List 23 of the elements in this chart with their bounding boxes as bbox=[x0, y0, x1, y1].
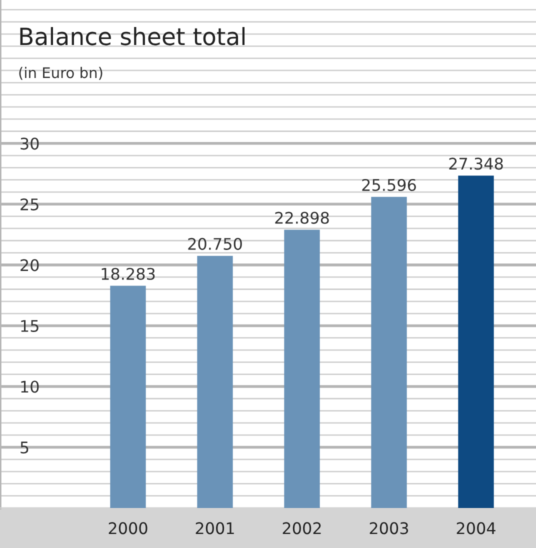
y-tick-label: 5 bbox=[20, 442, 28, 454]
bar bbox=[371, 196, 407, 508]
text: (in Euro bn) bbox=[19, 66, 102, 80]
data-label: 20.750 bbox=[188, 238, 242, 250]
y-tick-label: 30 bbox=[20, 138, 39, 150]
data-label: 22.898 bbox=[275, 212, 329, 224]
x-tick-label: 2003 bbox=[370, 522, 408, 534]
bar bbox=[284, 230, 320, 508]
x-tick-label: 2000 bbox=[108, 522, 148, 534]
x-tick-label: 2001 bbox=[196, 522, 234, 534]
x-tick-label: 2002 bbox=[282, 522, 321, 534]
y-tick-label: 10 bbox=[21, 380, 39, 393]
data-label: 25.596 bbox=[362, 178, 416, 192]
data-label: 27.348 bbox=[449, 158, 503, 170]
y-tick-label: 25 bbox=[20, 198, 38, 210]
x-tick-label: 2004 bbox=[456, 522, 496, 534]
text: Balance sheet total bbox=[20, 27, 245, 46]
bar bbox=[110, 286, 146, 508]
y-tick-label: 20 bbox=[20, 259, 39, 272]
bar bbox=[197, 256, 233, 508]
y-tick-label: 15 bbox=[21, 320, 38, 332]
bar bbox=[458, 176, 494, 508]
data-label: 18.283 bbox=[102, 268, 155, 280]
